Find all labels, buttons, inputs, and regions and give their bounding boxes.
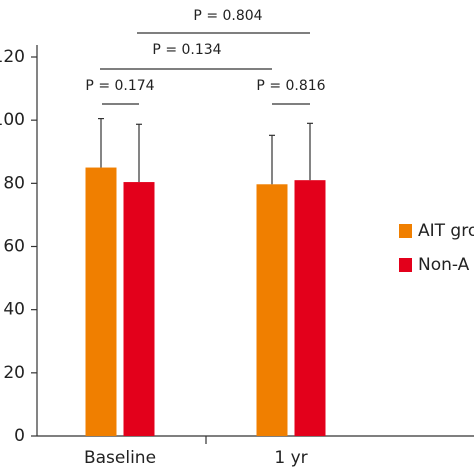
legend-swatch (399, 224, 412, 238)
legend-label: AIT gro (418, 221, 474, 241)
legend-swatch (399, 258, 412, 272)
bar (85, 167, 117, 436)
y-tick-label: 60 (3, 237, 25, 257)
y-tick-label: 120 (0, 47, 25, 67)
y-tick-label: 0 (14, 426, 25, 446)
annotation: P = 0.134 (152, 42, 221, 58)
bar (256, 184, 288, 436)
x-tick-label: 1 yr (274, 448, 307, 468)
y-tick-label: 100 (0, 110, 25, 130)
annotation: P = 0.816 (256, 78, 325, 94)
legend-label: Non-A (418, 255, 470, 275)
y-tick-label: 80 (3, 173, 25, 193)
x-tick-label: Baseline (84, 448, 156, 468)
bar (294, 180, 326, 436)
y-tick-label: 40 (3, 300, 25, 320)
y-tick-label: 20 (3, 363, 25, 383)
annotation: P = 0.174 (85, 78, 154, 94)
bar (123, 182, 155, 436)
annotation: P = 0.804 (193, 8, 262, 24)
